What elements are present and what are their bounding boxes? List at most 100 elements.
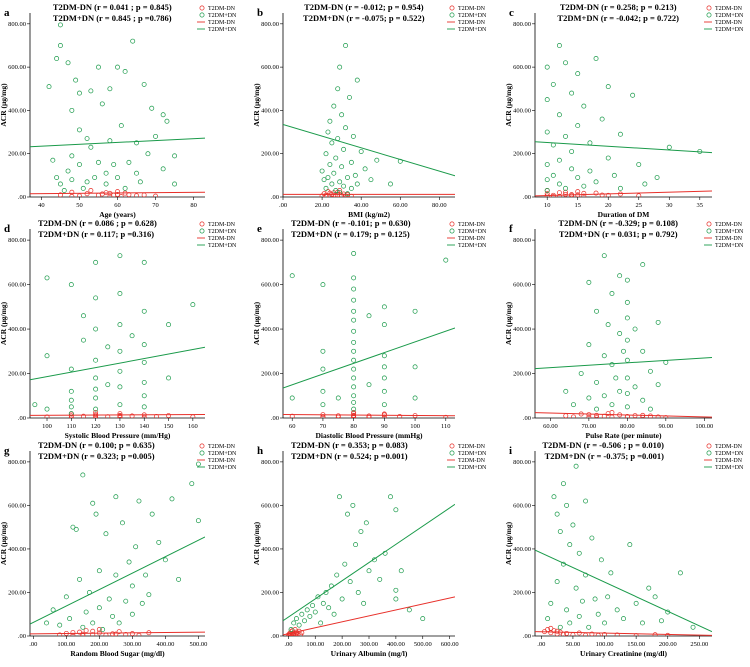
point-t2dm-dn	[605, 192, 611, 197]
point-t2dm-plus-dn	[68, 411, 74, 417]
point-t2dm-plus-dn	[69, 177, 75, 183]
point-t2dm-plus-dn	[351, 348, 357, 354]
y-tick-label: 400.00	[8, 326, 26, 333]
x-tick-label: 100	[410, 423, 420, 430]
x-tick-label: 60.00	[543, 423, 558, 430]
legend-marker	[706, 221, 712, 227]
point-t2dm-dn	[117, 413, 123, 418]
y-tick-label: 800.00	[261, 459, 279, 466]
point-t2dm-plus-dn	[351, 375, 357, 381]
point-t2dm-dn	[599, 192, 605, 197]
point-t2dm-plus-dn	[100, 627, 106, 632]
point-t2dm-plus-dn	[57, 622, 63, 628]
x-axis-label: Random Blood Sugar (mg/dl)	[70, 649, 165, 658]
legend-label: T2DM-DN	[208, 222, 236, 228]
point-t2dm-plus-dn	[578, 371, 584, 376]
point-t2dm-plus-dn	[557, 624, 563, 630]
x-tick-label: 500.00	[414, 641, 432, 648]
point-t2dm-plus-dn	[143, 572, 149, 578]
x-tick-label: 150.00	[627, 641, 645, 648]
point-t2dm-dn	[397, 413, 403, 418]
plot-area	[535, 463, 712, 636]
point-t2dm-dn	[594, 415, 600, 418]
point-t2dm-dn	[586, 414, 592, 418]
point-t2dm-plus-dn	[289, 395, 295, 401]
y-tick-label: 800.00	[8, 237, 26, 244]
point-t2dm-plus-dn	[123, 598, 129, 604]
point-t2dm-plus-dn	[655, 319, 661, 325]
point-t2dm-dn	[136, 632, 142, 636]
legend-label: T2DM+DN	[715, 27, 744, 33]
legend-label: T2DM-DN	[208, 236, 236, 242]
legend-label: T2DM+DN	[458, 465, 487, 471]
point-t2dm-plus-dn	[115, 175, 120, 180]
point-t2dm-plus-dn	[160, 112, 166, 118]
point-t2dm-plus-dn	[116, 620, 122, 626]
point-t2dm-plus-dn	[54, 175, 60, 180]
stat-line: T2DM-DN (r = -0.012; p = 0.954)	[304, 2, 424, 12]
y-tick-label: 200.00	[261, 371, 279, 378]
legend-label: T2DM-DN	[715, 222, 743, 228]
point-t2dm-plus-dn	[141, 308, 147, 314]
panel-c: c .00 200.00 400.00 600.00 800.00 10 15 20 25 30 35…	[504, 2, 744, 219]
point-t2dm-plus-dn	[576, 550, 582, 556]
fit-line-t2dm-plus-dn	[30, 137, 205, 148]
stat-line: T2DM-DN (r = 0.258; p = 0.213)	[560, 2, 677, 12]
point-t2dm-plus-dn	[652, 594, 658, 600]
point-t2dm-plus-dn	[337, 64, 343, 70]
legend-marker	[449, 228, 455, 234]
point-t2dm-plus-dn	[93, 375, 99, 381]
point-t2dm-plus-dn	[564, 607, 570, 613]
point-t2dm-plus-dn	[73, 526, 79, 532]
point-t2dm-plus-dn	[169, 496, 175, 502]
x-tick-label: 80	[190, 202, 197, 209]
x-axis-label: Urinary Albumin (mg/l)	[331, 649, 408, 658]
legend-marker	[449, 450, 455, 456]
point-t2dm-plus-dn	[61, 188, 67, 193]
y-tick-label: .00	[18, 415, 26, 422]
point-t2dm-plus-dn	[69, 107, 75, 113]
point-t2dm-plus-dn	[166, 322, 171, 328]
point-t2dm-plus-dn	[624, 299, 630, 305]
point-t2dm-plus-dn	[81, 337, 86, 343]
point-t2dm-dn	[556, 193, 562, 197]
point-t2dm-plus-dn	[560, 481, 566, 487]
x-tick-label: 60.00	[393, 202, 408, 209]
y-tick-label: 600.00	[513, 64, 531, 71]
point-t2dm-plus-dn	[96, 605, 102, 611]
point-t2dm-plus-dn	[117, 291, 123, 296]
point-t2dm-plus-dn	[93, 326, 99, 332]
point-t2dm-plus-dn	[162, 557, 168, 563]
point-t2dm-plus-dn	[617, 331, 623, 336]
legend-label: T2DM+DN	[458, 243, 487, 249]
point-t2dm-dn	[548, 625, 554, 631]
fit-line-t2dm-dn	[535, 631, 712, 636]
point-t2dm-plus-dn	[350, 133, 356, 139]
point-t2dm-plus-dn	[93, 295, 99, 301]
legend-label: T2DM+DN	[208, 229, 237, 235]
legend-label: T2DM+DN	[715, 465, 744, 471]
point-t2dm-plus-dn	[326, 605, 332, 611]
point-t2dm-plus-dn	[595, 611, 601, 617]
y-tick-label: 200.00	[513, 151, 531, 158]
point-t2dm-plus-dn	[81, 313, 86, 319]
point-t2dm-plus-dn	[136, 498, 142, 504]
point-t2dm-dn	[88, 188, 94, 193]
point-t2dm-plus-dn	[351, 339, 357, 345]
point-t2dm-plus-dn	[589, 535, 595, 541]
y-tick-label: 800.00	[8, 459, 26, 466]
point-t2dm-plus-dn	[319, 168, 325, 174]
point-t2dm-plus-dn	[106, 596, 112, 602]
stat-line: T2DM+DN (r = 0.323; p =0.005)	[38, 451, 155, 461]
point-t2dm-plus-dn	[133, 544, 139, 550]
point-t2dm-dn	[609, 409, 615, 415]
point-t2dm-plus-dn	[65, 60, 71, 66]
point-t2dm-plus-dn	[130, 38, 136, 44]
point-t2dm-plus-dn	[666, 144, 672, 150]
x-tick-label: 50	[76, 202, 83, 209]
point-t2dm-dn	[69, 193, 75, 197]
point-t2dm-plus-dn	[331, 103, 337, 109]
x-tick-label: 80.00	[432, 202, 447, 209]
point-t2dm-plus-dn	[103, 170, 109, 176]
point-t2dm-plus-dn	[599, 116, 605, 122]
